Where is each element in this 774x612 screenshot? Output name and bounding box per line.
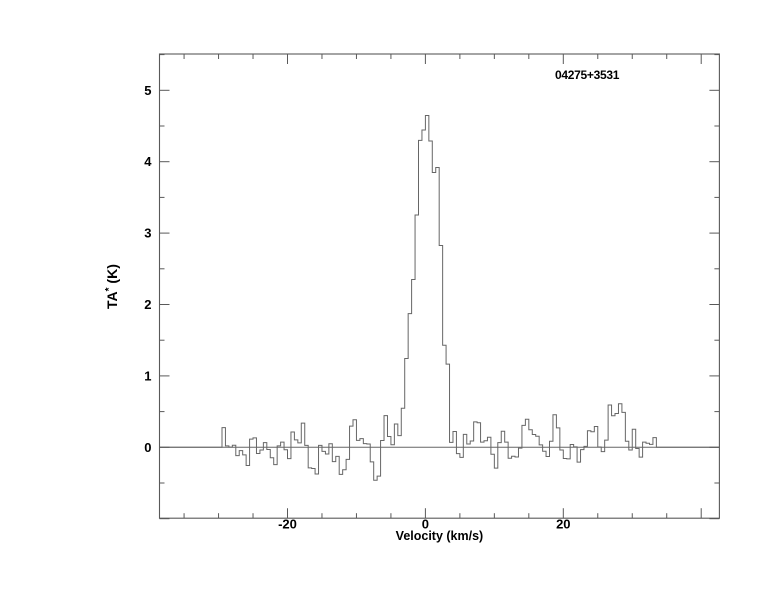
svg-text:1: 1 [144, 368, 151, 383]
svg-text:0: 0 [144, 440, 151, 455]
svg-text:5: 5 [144, 83, 151, 98]
svg-text:-20: -20 [278, 517, 297, 532]
svg-text:2: 2 [144, 297, 151, 312]
svg-text:04275+3531: 04275+3531 [555, 68, 620, 82]
svg-text:20: 20 [556, 517, 570, 532]
svg-text:Velocity (km/s): Velocity (km/s) [396, 529, 484, 543]
svg-text:3: 3 [144, 226, 151, 241]
svg-text:4: 4 [144, 154, 152, 169]
